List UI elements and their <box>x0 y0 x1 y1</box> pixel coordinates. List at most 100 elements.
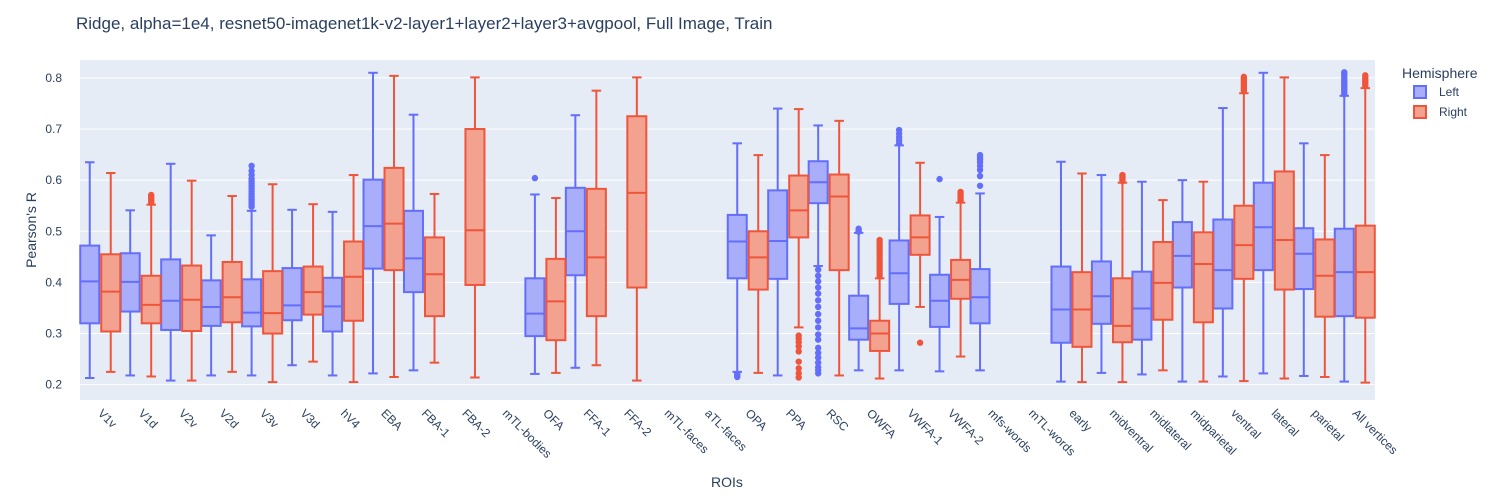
iqr-box <box>262 270 284 335</box>
iqr-box <box>1192 231 1214 324</box>
iqr-box <box>160 258 182 331</box>
y-axis-ticks: 0.2 0.3 0.4 0.5 0.6 0.7 0.8 <box>45 71 62 392</box>
outlier-point <box>814 278 822 285</box>
box-v1d-right <box>140 191 162 378</box>
box-hv4-right <box>343 174 365 384</box>
legend-item-right[interactable]: Right <box>1413 105 1468 119</box>
x-axis-title: ROIs <box>711 474 743 490</box>
outlier-point <box>957 188 964 196</box>
box-v1v-left <box>79 161 101 380</box>
x-tick-label: V3d <box>297 406 322 431</box>
iqr-box <box>362 178 384 270</box>
outlier-point <box>814 310 822 318</box>
box-owfa-right <box>869 236 891 380</box>
outlier-point <box>795 348 802 355</box>
iqr-box <box>524 277 546 338</box>
y-tick-label: 0.2 <box>45 378 62 392</box>
x-tick-label: ventral <box>1228 406 1263 441</box>
outlier-point <box>248 167 255 175</box>
iqr-box <box>1111 277 1133 344</box>
box-mfs-words-left <box>969 151 991 372</box>
iqr-box <box>848 294 870 341</box>
iqr-box <box>200 279 222 327</box>
iqr-box <box>828 173 850 272</box>
y-tick-label: 0.7 <box>45 122 62 136</box>
box-series <box>79 69 1376 384</box>
box-lateral-left <box>1252 71 1274 375</box>
box-fba-1-left <box>402 113 424 372</box>
iqr-box <box>1314 238 1336 318</box>
box-ffa-1-right <box>585 89 607 367</box>
series-left <box>79 69 1355 383</box>
iqr-box <box>423 236 445 318</box>
iqr-box <box>1050 265 1072 344</box>
box-v2d-right <box>221 195 243 373</box>
box-early-right <box>1071 172 1093 384</box>
outlier-point <box>976 151 984 159</box>
x-tick-label: FBA-1 <box>419 406 453 440</box>
box-ofa-right <box>545 197 567 374</box>
x-tick-label: parietal <box>1309 406 1347 444</box>
box-all-vertices-left <box>1333 69 1355 383</box>
x-tick-label: V3v <box>257 406 282 431</box>
x-tick-label: early <box>1066 406 1094 434</box>
chart-title: Ridge, alpha=1e4, resnet50-imagenet1k-v2… <box>76 14 772 33</box>
x-tick-label: FBA-2 <box>459 406 493 440</box>
outlier-point <box>814 359 822 366</box>
box-early-left <box>1050 160 1072 383</box>
outlier-point <box>531 174 539 182</box>
x-tick-label: lateral <box>1269 406 1302 439</box>
x-tick-label: V2d <box>217 406 242 431</box>
legend-item-left[interactable]: Left <box>1413 85 1460 99</box>
y-tick-label: 0.3 <box>45 327 62 341</box>
outlier-point <box>795 370 802 377</box>
outlier-point <box>936 175 943 183</box>
x-axis-ticks: V1v V1d V2v V2d V3v V3d hV4 EBA FBA-1 FBA-2 mTL-bo… <box>95 406 1400 461</box>
box-ppa-right <box>788 108 810 381</box>
iqr-box <box>241 278 263 328</box>
box-midparietal-right <box>1192 180 1214 383</box>
iqr-box <box>909 214 931 256</box>
outlier-point <box>1119 171 1126 179</box>
iqr-box <box>1090 260 1112 325</box>
box-ppa-left <box>767 107 789 377</box>
series-right <box>100 72 1376 384</box>
box-midventral-left <box>1090 174 1112 374</box>
legend-label: Left <box>1439 85 1460 99</box>
box-v2v-right <box>181 179 203 382</box>
outlier-point <box>814 354 822 361</box>
iqr-box <box>343 240 365 322</box>
box-hv4-left <box>322 210 344 377</box>
iqr-box <box>767 189 789 280</box>
iqr-box <box>869 319 891 352</box>
iqr-box <box>1131 270 1153 341</box>
y-axis-title: Pearson's R <box>23 192 39 268</box>
outlier-point <box>795 332 802 339</box>
box-ffa-2-right <box>626 76 648 382</box>
outlier-point <box>814 297 822 304</box>
box-fba-2-right <box>464 76 486 379</box>
iqr-box <box>221 260 243 324</box>
outlier-point <box>814 331 822 338</box>
iqr-box <box>1273 170 1295 291</box>
box-v3v-left <box>241 162 263 377</box>
box-opa-left <box>726 142 748 381</box>
iqr-box <box>888 239 910 305</box>
box-ffa-1-left <box>564 114 586 369</box>
x-tick-label: V1d <box>136 406 161 431</box>
box-lateral-right <box>1273 76 1295 380</box>
box-opa-right <box>747 154 769 374</box>
x-tick-label: FFA-1 <box>581 406 614 439</box>
legend[interactable]: Hemisphere Left Right <box>1402 65 1478 119</box>
box-vwfa-2-left <box>929 175 951 373</box>
box-v1v-right <box>100 171 122 373</box>
box-vwfa-2-right <box>950 188 972 358</box>
x-tick-label: PPA <box>783 406 809 432</box>
outlier-point <box>976 172 984 180</box>
box-rsc-right <box>828 119 850 377</box>
iqr-box <box>181 264 203 332</box>
box-eba-right <box>383 74 405 378</box>
y-tick-label: 0.4 <box>45 275 62 289</box>
outlier-point <box>814 336 822 343</box>
box-all-vertices-right <box>1354 72 1376 384</box>
